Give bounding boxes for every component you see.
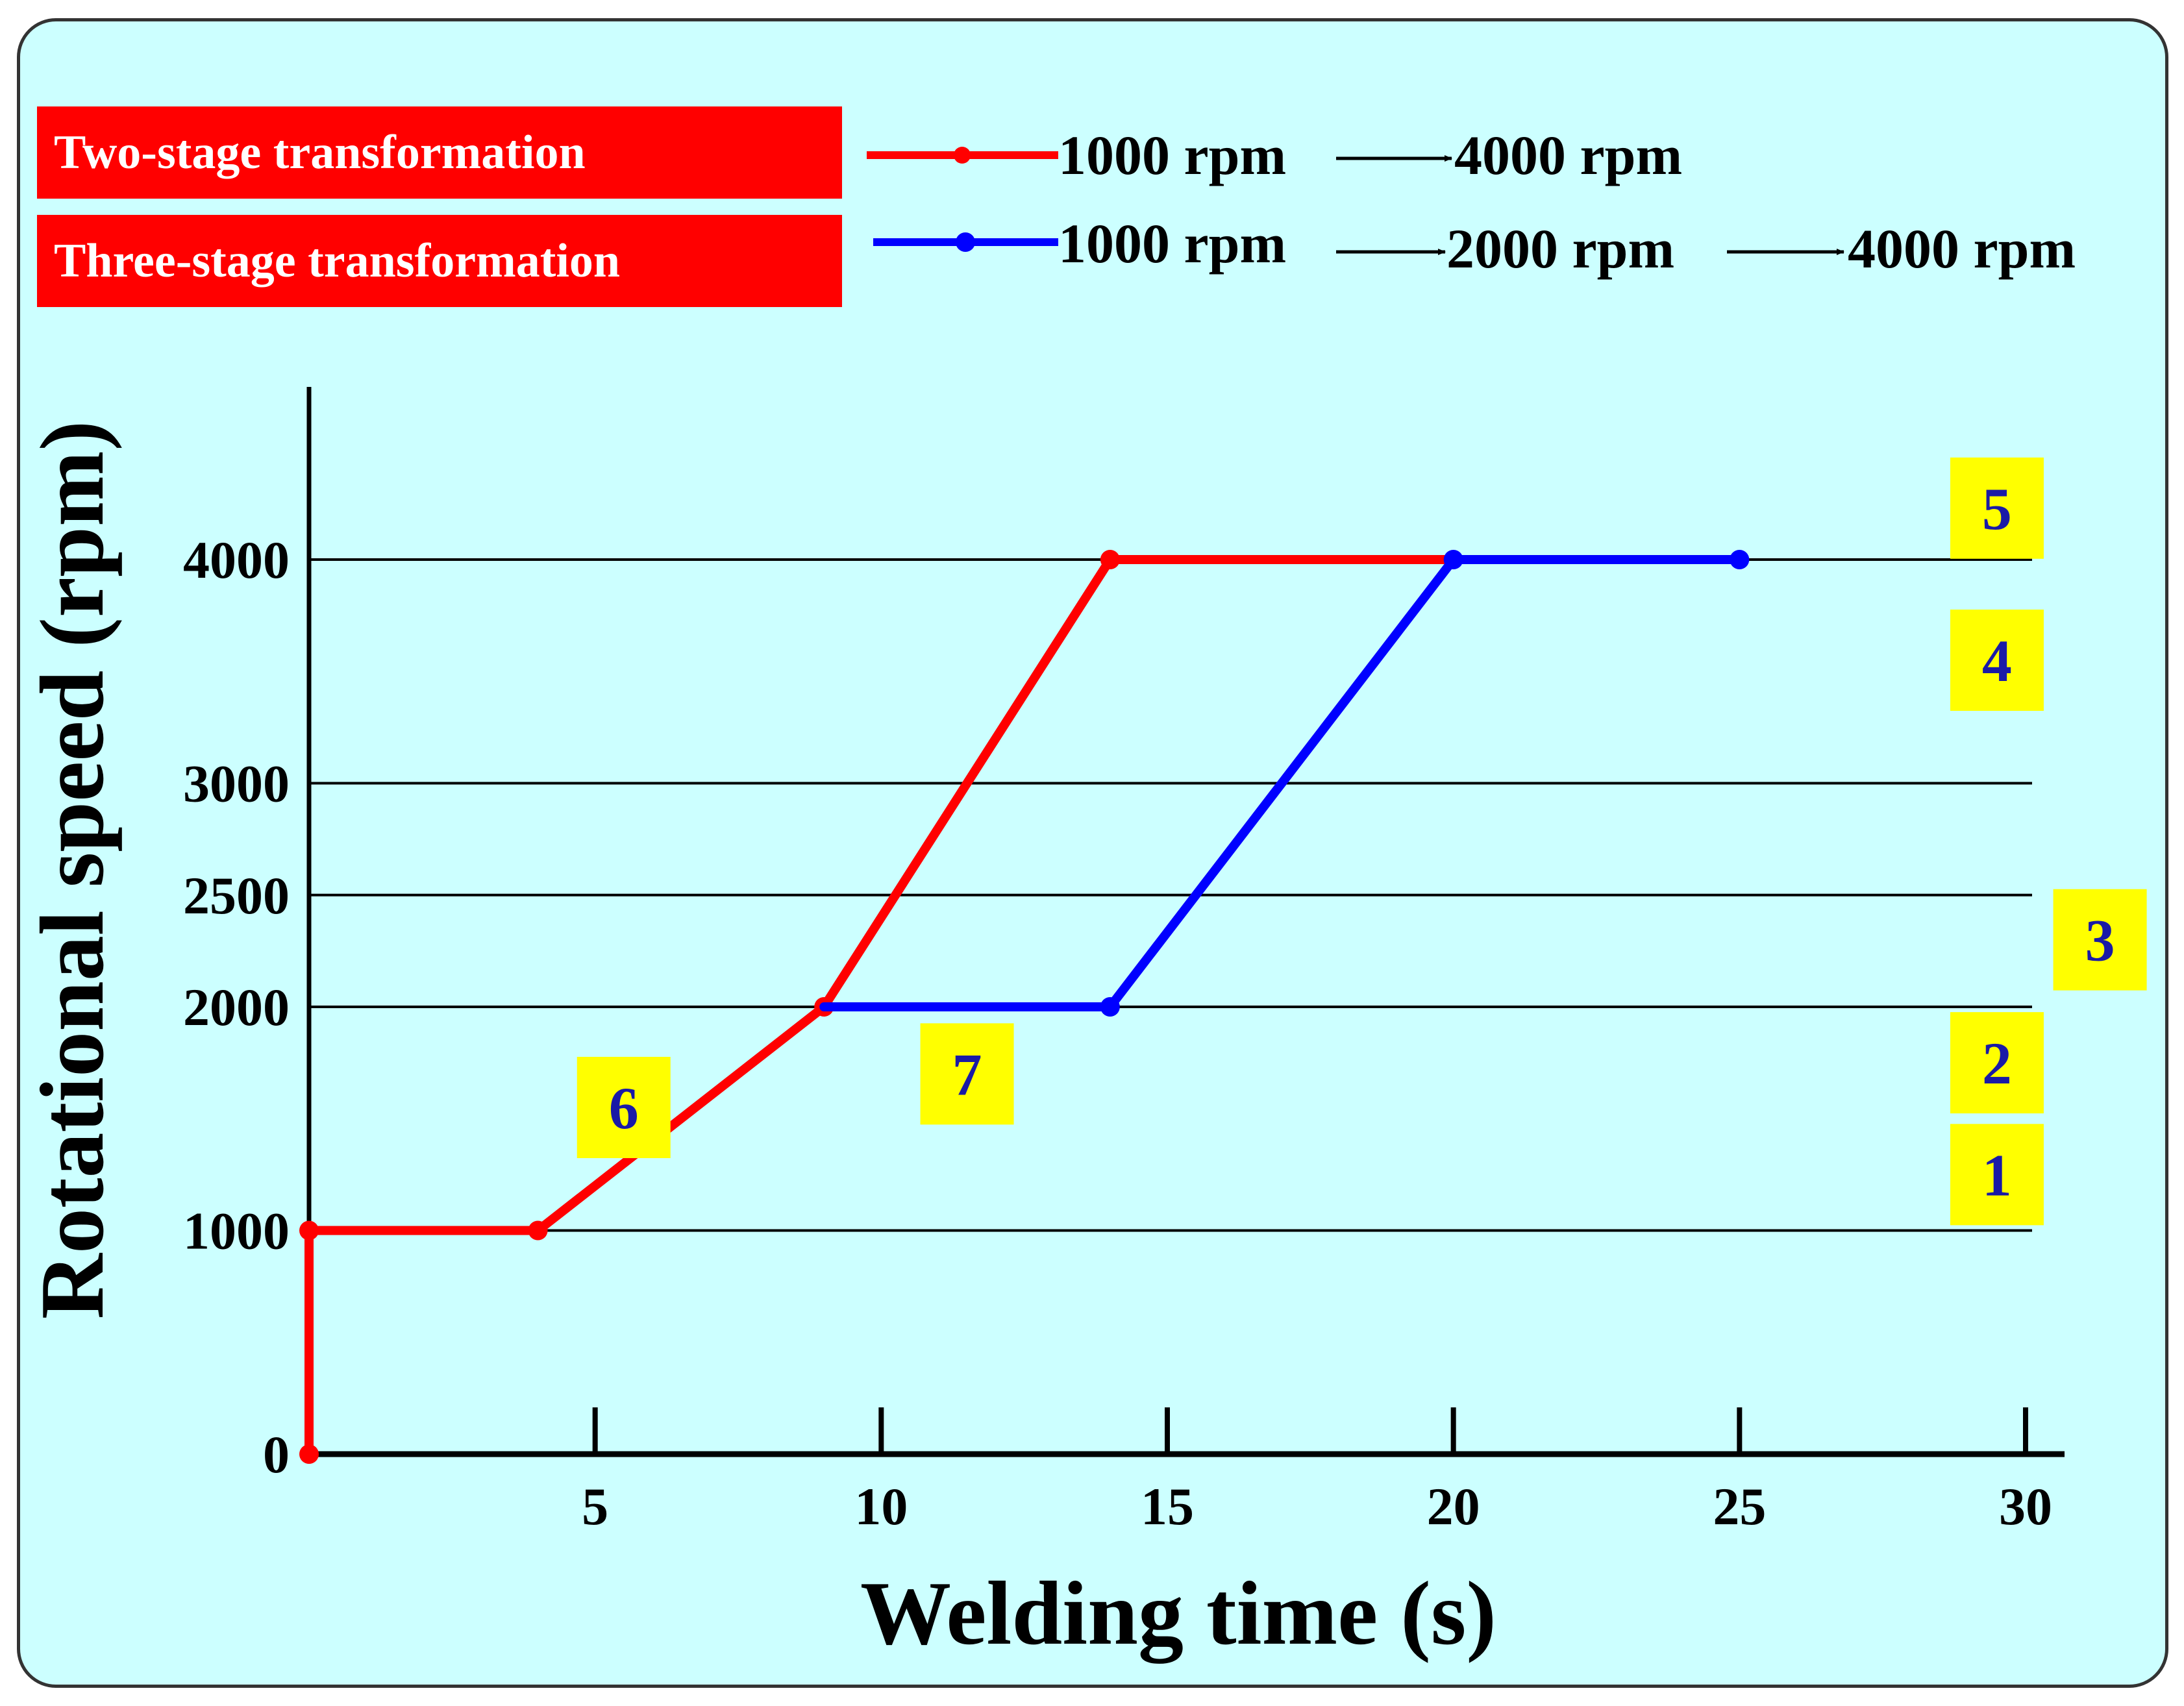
annotation-box-5 — [1950, 457, 2044, 559]
legend-sample-two-stage — [867, 147, 1058, 164]
annotation-label-5: 5 — [1982, 476, 2012, 542]
annotation-label-1: 1 — [1982, 1142, 2012, 1208]
series-0-point-4 — [1100, 550, 1120, 569]
gridlines — [309, 558, 2032, 1232]
x-tick-label-5: 5 — [582, 1477, 608, 1536]
legend-label-three-stage: Three-stage transformation — [37, 215, 842, 307]
annotation-label-6: 6 — [609, 1075, 639, 1141]
x-axis-title: Welding time (s) — [860, 1563, 1496, 1664]
legend-label-two-stage: Two-stage transformation — [37, 106, 842, 199]
series-0-point-1 — [299, 1220, 319, 1241]
legend-1-seq-0: 1000 rpm — [1058, 124, 1286, 186]
annotations: 1 2 3 4 5 6 7 — [577, 457, 2147, 1226]
y-tick-label-1000: 1000 — [183, 1202, 290, 1261]
series — [299, 550, 1750, 1464]
annotation-box-1 — [1950, 1124, 2044, 1226]
y-tick-label-0: 0 — [263, 1425, 290, 1484]
legend-label-three-stage-text: Three-stage transformation — [54, 234, 621, 288]
y-tick-label-4000: 4000 — [183, 530, 290, 589]
legend-2-seq-2: 4000 rpm — [1848, 217, 2076, 280]
annotation-box-4 — [1950, 610, 2044, 711]
annotation-box-2 — [1950, 1012, 2044, 1114]
y-tick-label-2000: 2000 — [183, 978, 290, 1037]
x-tick-label-20: 20 — [1427, 1477, 1480, 1536]
series-1-point-1 — [1443, 550, 1463, 569]
x-tick-label-10: 10 — [854, 1477, 908, 1536]
legend-label-two-stage-text: Two-stage transformation — [54, 125, 586, 179]
annotation-box-7 — [920, 1023, 1014, 1125]
series-0-point-0 — [299, 1444, 319, 1464]
ticks: 5 10 15 20 25 30 0 1000 2000 2500 3000 4000 — [183, 530, 2052, 1536]
series-1-point-2 — [1730, 550, 1750, 569]
y-axis-title: Rotational speed (rpm) — [22, 421, 123, 1319]
annotation-box-3 — [2053, 889, 2147, 991]
legend-2-seq-0: 1000 rpm — [1058, 212, 1286, 275]
x-tick-label-30: 30 — [1999, 1477, 2052, 1536]
annotation-box-6 — [577, 1057, 671, 1159]
x-tick-label-15: 15 — [1141, 1477, 1194, 1536]
series-1-point-0 — [1100, 997, 1120, 1017]
y-tick-label-3000: 3000 — [183, 754, 290, 813]
legend-sample-three-stage — [873, 232, 1058, 252]
annotation-label-7: 7 — [952, 1041, 982, 1107]
y-tick-label-2500: 2500 — [183, 866, 290, 925]
legend-1-seq-1: 4000 rpm — [1454, 124, 1682, 186]
legend-2-seq-1: 2000 rpm — [1446, 217, 1674, 280]
x-tick-label-25: 25 — [1713, 1477, 1766, 1536]
axes — [306, 387, 2065, 1457]
annotation-label-3: 3 — [2085, 908, 2115, 974]
series-0-point-2 — [528, 1220, 548, 1241]
annotation-label-4: 4 — [1982, 628, 2012, 694]
annotation-label-2: 2 — [1982, 1030, 2012, 1096]
series-line-0 — [304, 555, 1458, 1459]
series-line-1 — [819, 555, 1744, 1011]
